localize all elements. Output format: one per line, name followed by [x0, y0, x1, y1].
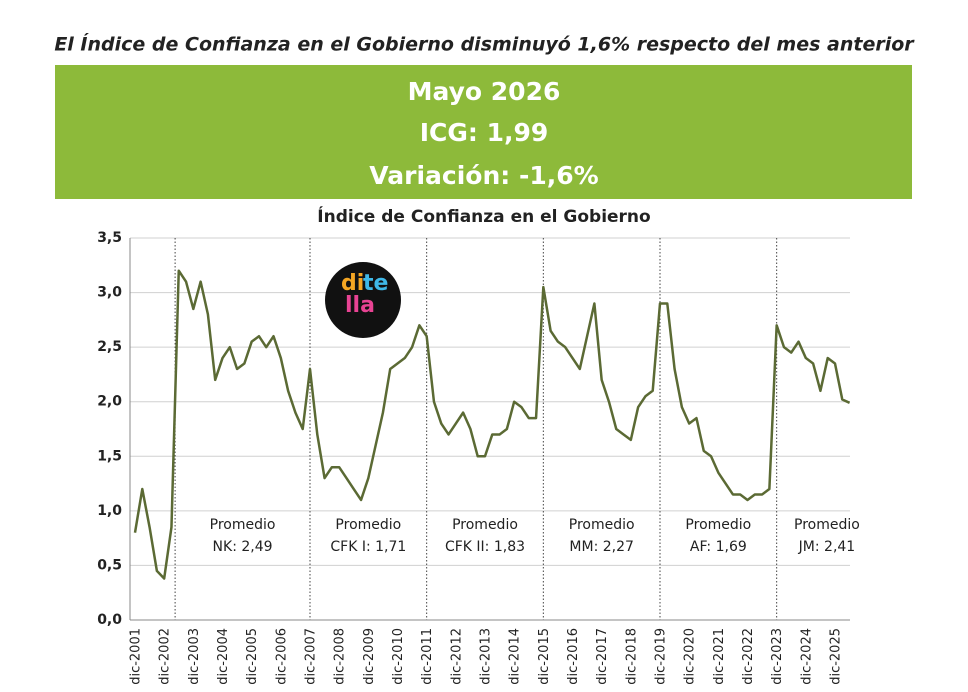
period-average: NK: 2,49 — [213, 539, 273, 555]
summary-box — [55, 65, 912, 199]
period-average: Promedio — [335, 517, 401, 533]
summary-line: Variación: -1,6% — [369, 161, 598, 190]
x-tick-label: dic-2016 — [566, 628, 581, 685]
x-tick-label: dic-2023 — [770, 628, 785, 685]
x-tick-label: dic-2006 — [274, 628, 289, 685]
y-tick-label: 1,5 — [97, 448, 122, 464]
period-average: CFK II: 1,83 — [445, 539, 525, 555]
period-average: MM: 2,27 — [569, 539, 634, 555]
logo-badge — [325, 262, 401, 338]
x-tick-label: dic-2025 — [829, 628, 844, 685]
y-tick-label: 3,5 — [97, 230, 122, 246]
y-tick-label: 2,0 — [97, 394, 122, 410]
x-tick-label: dic-2008 — [333, 628, 348, 685]
x-tick-label: dic-2007 — [304, 628, 319, 685]
x-tick-label: dic-2011 — [420, 628, 435, 685]
page-title: El Índice de Confianza en el Gobierno di… — [54, 33, 915, 56]
period-average: Promedio — [794, 517, 860, 533]
period-average: Promedio — [452, 517, 518, 533]
y-tick-label: 3,0 — [97, 285, 122, 301]
logo-text: lla — [345, 293, 375, 318]
x-tick-label: dic-2004 — [216, 628, 231, 685]
y-tick-label: 2,5 — [97, 339, 122, 355]
x-tick-label: dic-2022 — [741, 628, 756, 685]
logo-text: di — [341, 271, 364, 296]
period-average: Promedio — [569, 517, 635, 533]
logo-text: te — [363, 271, 388, 296]
x-tick-label: dic-2009 — [362, 628, 377, 685]
y-tick-label: 0,5 — [97, 557, 122, 573]
period-average: AF: 1,69 — [690, 539, 747, 555]
x-tick-label: dic-2024 — [799, 628, 814, 685]
x-tick-label: dic-2021 — [712, 628, 727, 685]
x-tick-label: dic-2013 — [479, 628, 494, 685]
x-tick-label: dic-2001 — [129, 628, 144, 685]
summary-line: Mayo 2026 — [408, 77, 561, 106]
data-line — [133, 269, 851, 580]
period-average: Promedio — [685, 517, 751, 533]
x-tick-label: dic-2018 — [624, 628, 639, 685]
period-average: Promedio — [210, 517, 276, 533]
x-tick-label: dic-2015 — [537, 628, 552, 685]
x-tick-label: dic-2003 — [187, 628, 202, 685]
period-average: CFK I: 1,71 — [330, 539, 406, 555]
period-average: JM: 2,41 — [798, 539, 856, 555]
x-tick-label: dic-2005 — [245, 628, 260, 685]
x-tick-label: dic-2014 — [508, 628, 523, 685]
x-tick-label: dic-2012 — [449, 628, 464, 685]
y-tick-label: 0,0 — [97, 612, 122, 628]
x-tick-label: dic-2010 — [391, 628, 406, 685]
x-tick-label: dic-2002 — [158, 628, 173, 685]
x-tick-label: dic-2017 — [595, 628, 610, 685]
summary-line: ICG: 1,99 — [420, 118, 549, 147]
x-tick-label: dic-2019 — [654, 628, 669, 685]
chart-title: Índice de Confianza en el Gobierno — [317, 205, 650, 227]
x-tick-label: dic-2020 — [683, 628, 698, 685]
y-tick-label: 1,0 — [97, 503, 122, 519]
